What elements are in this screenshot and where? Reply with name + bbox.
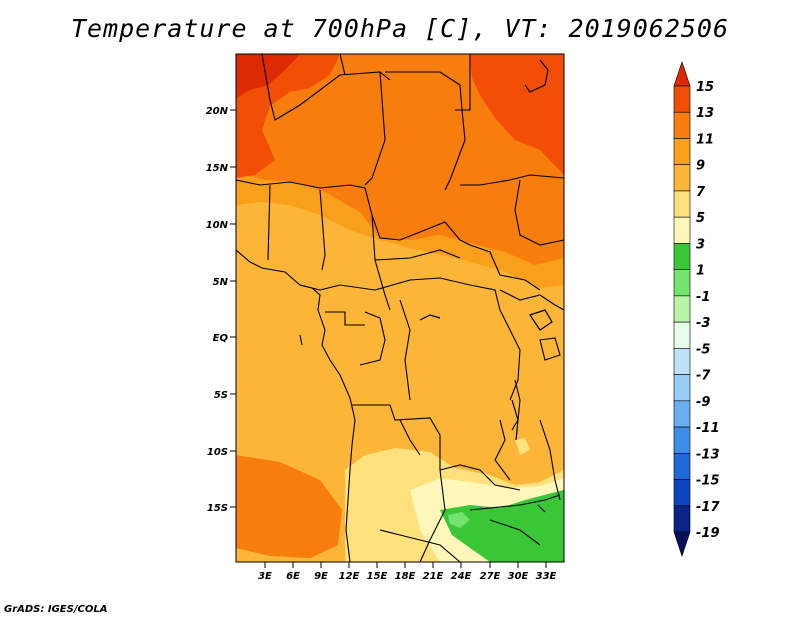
- lon-label-18e: 18E: [395, 571, 416, 582]
- colorbar-level-label: -1: [696, 290, 710, 305]
- colorbar-level-label: -5: [696, 342, 710, 357]
- colorbar-level-label: -11: [696, 421, 720, 436]
- lon-label-3e: 3E: [258, 571, 272, 582]
- lat-tick-marks: [230, 109, 236, 508]
- colorbar-segment: [673, 426, 691, 454]
- colorbar-level-label: -17: [696, 500, 720, 515]
- lat-label-15n: 15N: [206, 163, 229, 174]
- colorbar-segment: [673, 190, 691, 218]
- colorbar-segment: [673, 374, 691, 402]
- colorbar-segment: [673, 505, 691, 533]
- lon-tick-marks: [264, 562, 547, 568]
- colorbar-segment: [673, 295, 691, 323]
- colorbar-segment: [673, 138, 691, 166]
- colorbar-segment: [673, 452, 691, 480]
- colorbar-segment: [673, 479, 691, 507]
- colorbar-level-label: 7: [696, 185, 706, 200]
- lon-label-12e: 12E: [339, 571, 360, 582]
- colorbar-segment: [673, 531, 691, 557]
- colorbar-segment: [673, 111, 691, 139]
- lon-label-15e: 15E: [367, 571, 388, 582]
- lat-label-eq: EQ: [213, 333, 229, 344]
- grads-credit: GrADS: IGES/COLA: [4, 604, 108, 615]
- colorbar-segment: [673, 321, 691, 349]
- lon-label-21e: 21E: [423, 571, 444, 582]
- page-title: Temperature at 700hPa [C], VT: 201906250…: [70, 14, 730, 43]
- colorbar-level-label: -13: [696, 447, 720, 462]
- colorbar-labels: 15 13 11 9 7 5 3 1 -1 -3 -5 -7 -9 -11 -13 -15 -17 -19: [696, 80, 720, 541]
- lon-label-24e: 24E: [451, 571, 472, 582]
- lon-label-27e: 27E: [480, 571, 501, 582]
- temperature-field: [236, 54, 564, 562]
- lat-label-20n: 20N: [206, 106, 229, 117]
- lon-label-33e: 33E: [536, 571, 557, 582]
- lat-labels: 20N 15N 10N 5N EQ 5S 10S 15S: [206, 106, 229, 514]
- colorbar-level-label: 13: [696, 106, 714, 121]
- colorbar-level-label: 1: [696, 264, 705, 279]
- lat-label-5s: 5S: [214, 390, 228, 401]
- colorbar-segment: [673, 216, 691, 244]
- lat-label-10s: 10S: [207, 447, 228, 458]
- lat-label-10n: 10N: [206, 220, 229, 231]
- colorbar-segment: [673, 243, 691, 270]
- colorbar-segment: [673, 85, 691, 113]
- colorbar-level-label: 3: [696, 237, 705, 252]
- lon-label-9e: 9E: [314, 571, 328, 582]
- lon-label-30e: 30E: [508, 571, 529, 582]
- colorbar: [673, 61, 691, 557]
- lon-label-6e: 6E: [286, 571, 300, 582]
- country-borders: [236, 54, 564, 562]
- lat-label-5n: 5N: [213, 277, 229, 288]
- colorbar-segment: [673, 400, 691, 428]
- colorbar-segment: [673, 164, 691, 192]
- colorbar-level-label: -19: [696, 526, 720, 541]
- colorbar-level-label: -9: [696, 395, 710, 410]
- colorbar-level-label: -7: [696, 369, 711, 384]
- colorbar-level-label: 9: [696, 159, 705, 174]
- colorbar-level-label: 15: [696, 80, 714, 95]
- colorbar-segment: [673, 61, 691, 87]
- colorbar-level-label: -15: [696, 474, 720, 489]
- lon-labels: 3E 6E 9E 12E 15E 18E 21E 24E 27E 30E 33E: [258, 571, 556, 582]
- colorbar-segment: [673, 269, 691, 297]
- colorbar-level-label: -3: [696, 316, 710, 331]
- lakes: [419, 309, 553, 513]
- map-frame: [235, 53, 565, 563]
- lat-label-15s: 15S: [207, 503, 228, 514]
- colorbar-level-label: 11: [696, 132, 714, 147]
- colorbar-level-label: 5: [696, 211, 705, 226]
- colorbar-segment: [673, 348, 691, 375]
